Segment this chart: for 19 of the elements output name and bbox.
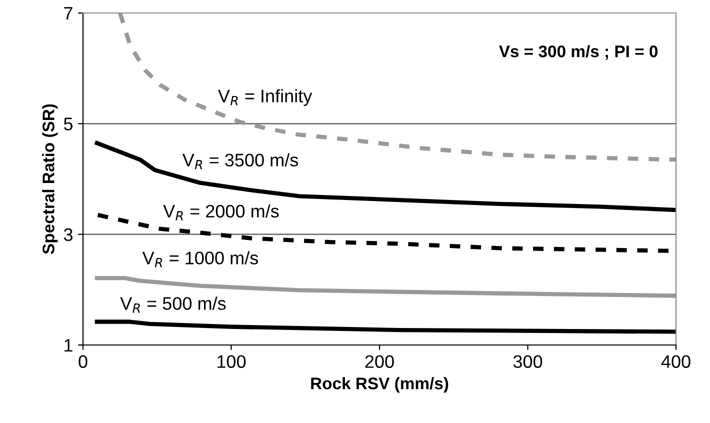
- line-series: [94, 320, 676, 334]
- y-axis-title: Spectral Ratio (SR): [42, 104, 58, 254]
- x-tick-label: 400: [661, 355, 690, 368]
- series-label: V$_{R}$ = 2000 m/s: [163, 204, 279, 220]
- x-tick-label: 0: [78, 355, 88, 368]
- x-tick-label: 100: [218, 355, 246, 368]
- series-label: V$_{R}$ = 500 m/s: [120, 296, 226, 313]
- y-tick-label: 7: [64, 7, 72, 20]
- x-axis-title: Rock RSV (mm/s): [311, 377, 448, 393]
- series-label: V$_{R}$ = 1000 m/s: [142, 251, 258, 268]
- y-tick-label: 1: [64, 339, 72, 352]
- line-series: [94, 276, 676, 298]
- y-tick-label: 5: [64, 118, 73, 130]
- annotation: Vs = 300 m/s ; PI = 0: [498, 45, 658, 60]
- series-label: V$_{R}$ = Infinity: [218, 89, 312, 106]
- y-tick-label: 3: [64, 228, 72, 242]
- x-tick-label: 200: [365, 355, 394, 368]
- x-tick-label: 300: [513, 355, 542, 368]
- series-label: V$_{R}$ = 3500 m/s: [182, 153, 298, 170]
